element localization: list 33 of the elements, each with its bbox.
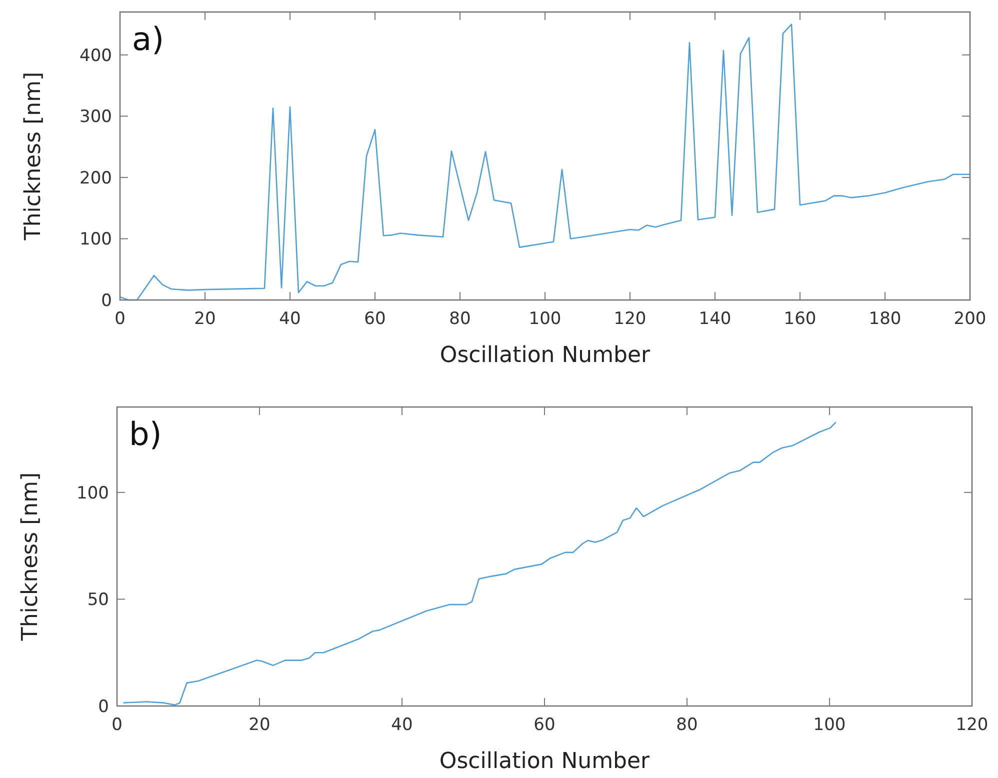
x-tick-label: 100 <box>813 715 846 735</box>
annotation: a) <box>132 20 164 58</box>
x-tick-label: 180 <box>868 309 902 329</box>
x-axis-title: Oscillation Number <box>439 749 651 774</box>
x-tick-label: 20 <box>194 309 216 329</box>
x-tick-label: 160 <box>784 309 816 329</box>
x-tick-label: 120 <box>614 309 646 329</box>
y-tick-label: 0 <box>98 696 109 717</box>
y-tick-label: 300 <box>80 107 112 128</box>
y-tick-label: 200 <box>80 168 112 188</box>
x-tick-label: 20 <box>248 715 270 735</box>
x-tick-label: 100 <box>528 309 562 329</box>
y-tick-label: 0 <box>101 290 112 311</box>
y-tick-label: 400 <box>80 46 112 66</box>
annotation: b) <box>129 415 162 453</box>
y-axis-title: Thickness [nm] <box>18 472 43 642</box>
x-tick-label: 80 <box>676 715 698 735</box>
x-tick-label: 60 <box>534 715 556 735</box>
y-tick-label: 50 <box>87 590 109 610</box>
x-tick-label: 40 <box>279 309 301 329</box>
x-axis-title: Oscillation Number <box>440 343 652 368</box>
x-tick-label: 200 <box>954 309 986 329</box>
y-tick-label: 100 <box>80 230 112 250</box>
y-tick-label: 100 <box>76 483 109 504</box>
line-series <box>119 24 971 301</box>
x-tick-label: 40 <box>391 715 413 735</box>
line-series <box>122 422 837 706</box>
x-tick-label: 0 <box>114 309 126 329</box>
x-tick-label: 80 <box>449 309 471 329</box>
x-tick-label: 120 <box>956 715 988 735</box>
x-tick-label: 140 <box>698 309 732 329</box>
x-tick-label: 60 <box>364 309 386 329</box>
y-axis-title: Thickness [nm] <box>21 72 46 242</box>
